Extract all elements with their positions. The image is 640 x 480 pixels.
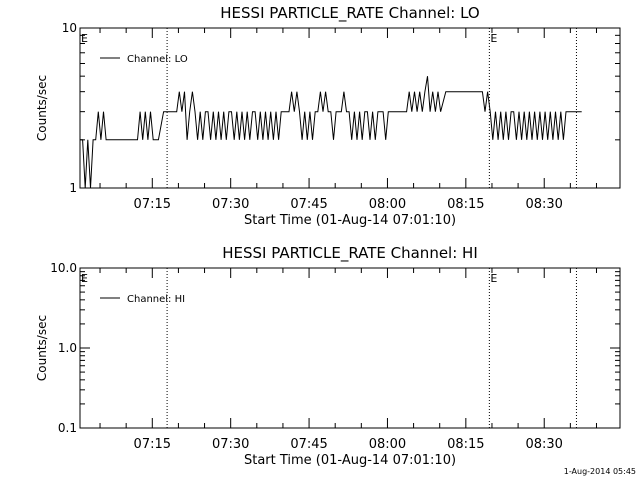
y-tick-label: 10.0	[50, 261, 77, 275]
hi-channel-panel: HESSI PARTICLE_RATE Channel: HI Counts/se…	[35, 244, 621, 468]
chart-title: HESSI PARTICLE_RATE Channel: HI	[222, 244, 478, 263]
x-tick-label: 08:15	[447, 197, 484, 212]
x-tick-label: 07:30	[212, 437, 249, 452]
chart-title: HESSI PARTICLE_RATE Channel: LO	[220, 4, 479, 23]
x-tick-label: 07:30	[212, 197, 249, 212]
lo-channel-panel: HESSI PARTICLE_RATE Channel: LO Counts/se…	[35, 4, 621, 228]
x-tick-label: 08:30	[525, 197, 562, 212]
y-tick-label: 1	[69, 181, 77, 195]
x-tick-label: 07:45	[290, 437, 327, 452]
y-tick-label: 10	[62, 21, 77, 35]
y-axis-label: Counts/sec	[35, 315, 49, 381]
y-tick-label: 0.1	[58, 421, 77, 435]
x-tick-label: 07:15	[134, 437, 171, 452]
event-marker-label: E	[490, 32, 497, 45]
x-tick-label: 07:15	[134, 197, 171, 212]
plot-frame	[79, 267, 621, 429]
x-tick-label: 08:15	[447, 437, 484, 452]
legend-label: Channel: HI	[127, 294, 185, 305]
plot-frame	[79, 27, 621, 189]
legend-label: Channel: LO	[127, 54, 188, 65]
event-marker-label: E	[81, 272, 88, 285]
event-marker-label: E	[81, 32, 88, 45]
y-tick-label: 1.0	[58, 341, 77, 355]
x-tick-label: 08:30	[525, 437, 562, 452]
y-axis-label: Counts/sec	[35, 75, 49, 141]
x-tick-label: 07:45	[290, 197, 327, 212]
footer-timestamp: 1-Aug-2014 05:45	[564, 467, 636, 476]
series-line	[80, 76, 582, 189]
event-marker-label: E	[490, 272, 497, 285]
x-tick-label: 08:00	[369, 437, 406, 452]
x-tick-label: 08:00	[369, 197, 406, 212]
x-axis-label: Start Time (01-Aug-14 07:01:10)	[244, 453, 456, 468]
x-axis-label: Start Time (01-Aug-14 07:01:10)	[244, 213, 456, 228]
